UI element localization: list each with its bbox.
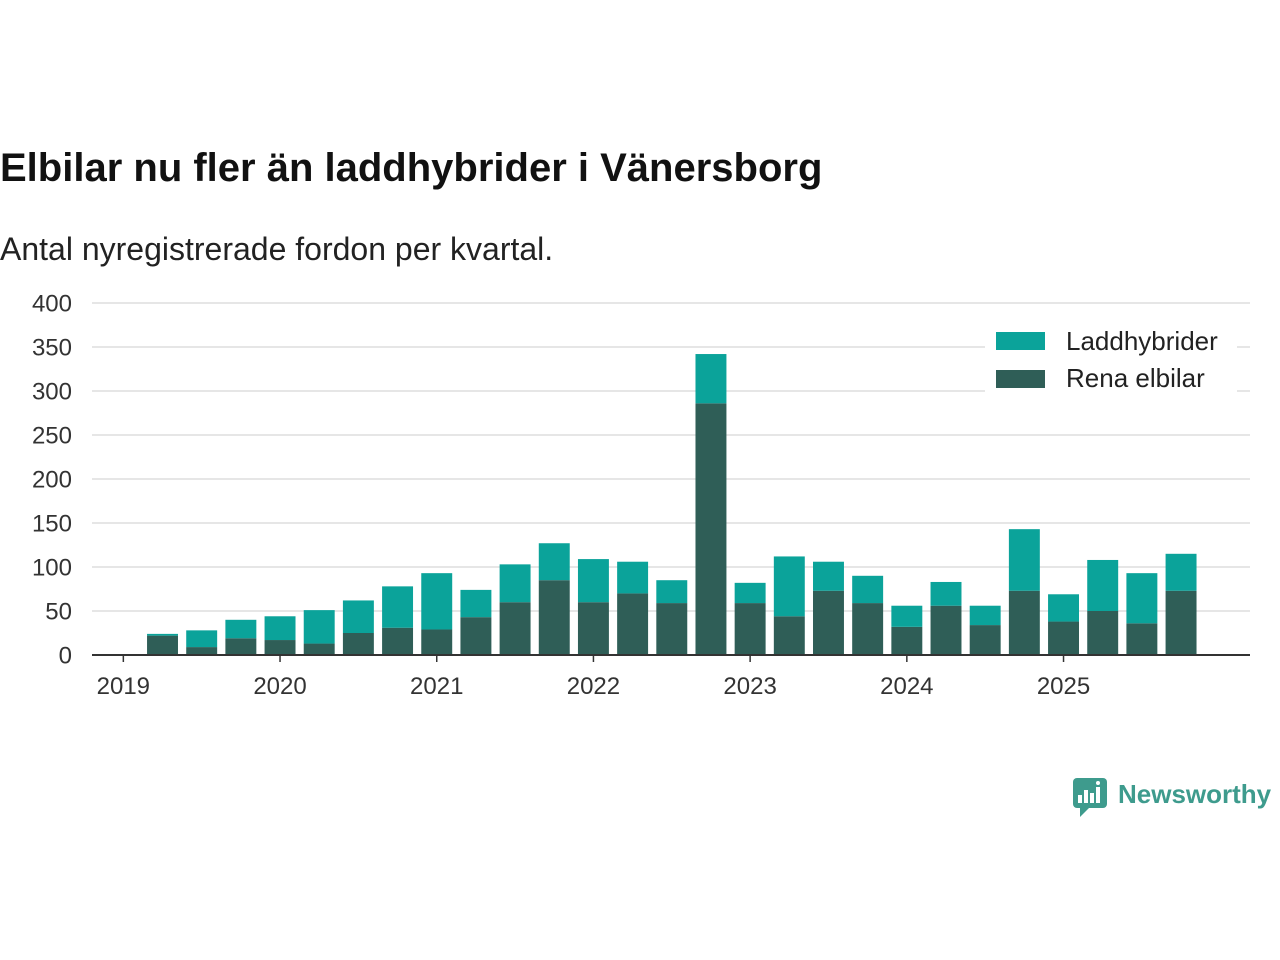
bar-laddhybrider-25	[1087, 559, 1119, 611]
bar-rena-elbilar-16	[734, 603, 766, 655]
bar-laddhybrider-6	[342, 600, 374, 633]
newsworthy-logo-icon	[1073, 778, 1107, 817]
bar-laddhybrider-14	[656, 580, 688, 604]
bar-rena-elbilar-13	[617, 593, 649, 655]
bar-rena-elbilar-21	[930, 605, 962, 655]
bar-laddhybrider-11	[538, 543, 570, 581]
bar-rena-elbilar-2	[186, 647, 218, 655]
bar-rena-elbilar-4	[264, 640, 296, 655]
x-tick-label-2025: 2025	[1037, 673, 1090, 700]
legend-item-laddhybrider: Laddhybrider	[996, 326, 1218, 356]
logo-text: Newsworthy	[1118, 779, 1272, 809]
bar-laddhybrider-15	[695, 354, 727, 404]
bar-laddhybrider-13	[617, 561, 649, 594]
legend-swatch-rena-elbilar	[996, 370, 1045, 388]
logo-icon-bar	[1084, 790, 1088, 803]
y-tick-label-150: 150	[32, 511, 72, 538]
logo-icon-bar	[1096, 787, 1100, 803]
y-tick-label-250: 250	[32, 423, 72, 450]
bar-laddhybrider-10	[499, 564, 531, 603]
y-tick-label-50: 50	[45, 599, 72, 626]
bar-laddhybrider-16	[734, 582, 766, 604]
bar-laddhybrider-1	[147, 633, 178, 636]
chart-title: Elbilar nu fler än laddhybrider i Väners…	[0, 146, 823, 190]
bar-laddhybrider-8	[421, 573, 453, 630]
bar-rena-elbilar-5	[303, 643, 335, 655]
y-tick-label-0: 0	[59, 643, 72, 670]
bar-rena-elbilar-24	[1048, 621, 1080, 655]
y-tick-label-300: 300	[32, 379, 72, 406]
bar-laddhybrider-21	[930, 581, 962, 606]
x-axis: 2019 2020 2021 2022 2023 2024 2025	[92, 654, 1250, 700]
bar-rena-elbilar-22	[969, 625, 1001, 655]
logo-icon-dot	[1096, 781, 1100, 785]
bar-rena-elbilar-10	[499, 602, 531, 655]
bar-laddhybrider-9	[460, 589, 492, 618]
bar-laddhybrider-18	[813, 561, 844, 591]
x-tick-label-2024: 2024	[880, 673, 933, 700]
bar-laddhybrider-7	[382, 586, 414, 628]
bar-laddhybrider-5	[303, 610, 335, 644]
logo-icon-speech-tail	[1080, 806, 1091, 817]
x-tick-label-2022: 2022	[567, 673, 620, 700]
legend-swatch-laddhybrider	[996, 332, 1045, 350]
logo-icon-bar	[1078, 795, 1082, 803]
bar-rena-elbilar-12	[577, 602, 609, 655]
legend-label-rena-elbilar: Rena elbilar	[1066, 363, 1205, 393]
bar-rena-elbilar-6	[342, 633, 374, 655]
bar-rena-elbilar-25	[1087, 611, 1119, 655]
bar-laddhybrider-2	[186, 630, 218, 648]
y-tick-label-200: 200	[32, 467, 72, 494]
bar-laddhybrider-26	[1126, 573, 1158, 624]
bar-rena-elbilar-18	[813, 590, 844, 655]
bar-laddhybrider-20	[891, 605, 923, 627]
legend: Laddhybrider Rena elbilar	[985, 325, 1237, 395]
bars	[147, 354, 1197, 655]
bar-laddhybrider-23	[1008, 529, 1040, 591]
bar-rena-elbilar-1	[147, 635, 178, 655]
bar-rena-elbilar-7	[382, 627, 414, 655]
bar-rena-elbilar-27	[1165, 590, 1197, 655]
bar-laddhybrider-19	[852, 575, 884, 604]
bar-laddhybrider-27	[1165, 553, 1197, 591]
bar-rena-elbilar-15	[695, 403, 727, 655]
bar-rena-elbilar-26	[1126, 623, 1158, 655]
x-tick-label-2020: 2020	[253, 673, 306, 700]
x-tick-label-2021: 2021	[410, 673, 463, 700]
bar-rena-elbilar-19	[852, 603, 884, 655]
y-tick-label-400: 400	[32, 291, 72, 318]
x-tick-label-2019: 2019	[97, 673, 150, 700]
y-tick-label-350: 350	[32, 335, 72, 362]
y-axis-labels: 0 50 100 150 200 250 300 350 400	[32, 291, 72, 670]
bar-laddhybrider-17	[773, 556, 805, 617]
chart-subtitle: Antal nyregistrerade fordon per kvartal.	[0, 231, 554, 267]
x-tick-label-2023: 2023	[723, 673, 776, 700]
bar-rena-elbilar-3	[225, 638, 257, 655]
legend-label-laddhybrider: Laddhybrider	[1066, 326, 1218, 356]
bar-rena-elbilar-23	[1008, 590, 1040, 655]
bar-laddhybrider-24	[1048, 594, 1080, 622]
bar-rena-elbilar-14	[656, 603, 688, 655]
bar-rena-elbilar-11	[538, 580, 570, 655]
bar-rena-elbilar-20	[891, 626, 923, 655]
legend-item-rena-elbilar: Rena elbilar	[996, 363, 1205, 393]
bar-laddhybrider-3	[225, 619, 257, 639]
newsworthy-logo: Newsworthy	[1073, 778, 1272, 817]
bar-laddhybrider-4	[264, 616, 296, 641]
bar-rena-elbilar-8	[421, 629, 453, 655]
bar-laddhybrider-22	[969, 605, 1001, 626]
bar-rena-elbilar-9	[460, 617, 492, 655]
logo-icon-bar	[1090, 793, 1094, 803]
bar-laddhybrider-12	[577, 559, 609, 603]
y-tick-label-100: 100	[32, 555, 72, 582]
bar-rena-elbilar-17	[773, 616, 805, 655]
